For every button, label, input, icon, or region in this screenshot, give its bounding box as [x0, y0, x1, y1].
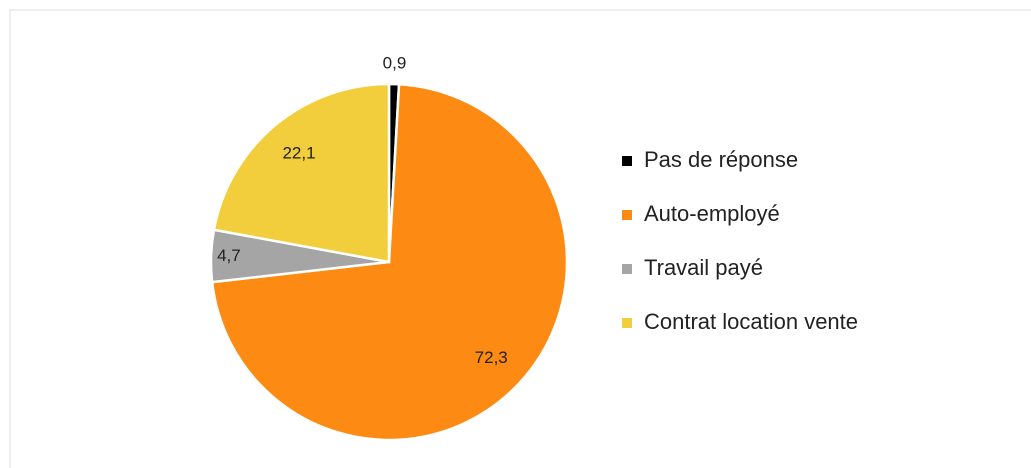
- legend-swatch: [622, 210, 632, 220]
- data-label: 4,7: [217, 246, 241, 265]
- legend-label: Pas de réponse: [644, 147, 798, 172]
- legend-swatch: [622, 264, 632, 274]
- legend-swatch: [622, 156, 632, 166]
- data-label: 72,3: [475, 348, 508, 367]
- legend-label: Auto-employé: [644, 201, 780, 226]
- legend-label: Contrat location vente: [644, 309, 858, 334]
- data-label: 22,1: [282, 143, 315, 162]
- data-label: 0,9: [383, 54, 407, 73]
- pie-slice: [212, 82, 391, 264]
- legend-label: Travail payé: [644, 255, 763, 280]
- legend-swatch: [622, 318, 632, 328]
